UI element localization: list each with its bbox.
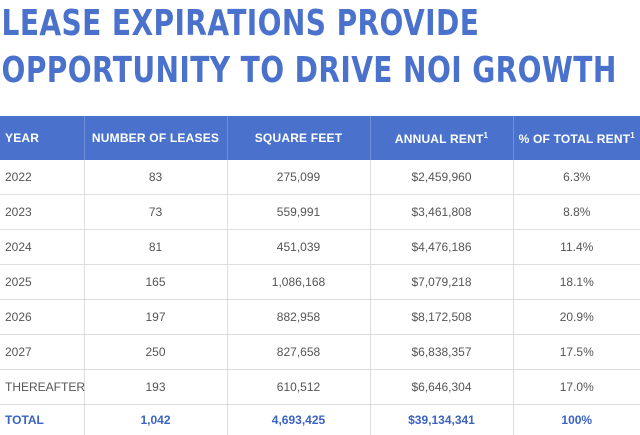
cell-annual-rent: $3,461,808 [370, 195, 513, 230]
cell-square-feet: 1,086,168 [227, 265, 370, 300]
cell-percent-of-total-rent: 20.9% [513, 300, 640, 335]
cell-percent-of-total-rent: 18.1% [513, 265, 640, 300]
footnote-marker: 1 [484, 131, 489, 140]
cell-square-feet: 882,958 [227, 300, 370, 335]
header-number-of-leases: NUMBER OF LEASES [84, 116, 227, 160]
cell-annual-rent: $6,646,304 [370, 370, 513, 405]
footnote-marker: 1 [630, 131, 635, 140]
cell-percent-of-total-rent: 8.8% [513, 195, 640, 230]
cell-number-of-leases: 250 [84, 335, 227, 370]
cell-percent-of-total-rent: 17.0% [513, 370, 640, 405]
cell-percent-of-total-rent: 11.4% [513, 230, 640, 265]
lease-expirations-table: YEAR NUMBER OF LEASES SQUARE FEET ANNUAL… [0, 116, 640, 435]
cell-square-feet: 451,039 [227, 230, 370, 265]
title-line-2: OPPORTUNITY TO DRIVE NOI GROWTH [0, 47, 499, 94]
cell-year: 2025 [0, 265, 84, 300]
header-percent-of-total-rent: % OF TOTAL RENT1 [513, 116, 640, 160]
cell-annual-rent: $6,838,357 [370, 335, 513, 370]
header-annual-rent: ANNUAL RENT1 [370, 116, 513, 160]
cell-square-feet: 610,512 [227, 370, 370, 405]
cell-number-of-leases: 197 [84, 300, 227, 335]
cell-number-of-leases: 81 [84, 230, 227, 265]
cell-square-feet: 827,658 [227, 335, 370, 370]
header-year: YEAR [0, 116, 84, 160]
cell-year: 2023 [0, 195, 84, 230]
cell-year: 2022 [0, 160, 84, 195]
cell-number-of-leases: 193 [84, 370, 227, 405]
cell-number-of-leases: 73 [84, 195, 227, 230]
cell-square-feet: 559,991 [227, 195, 370, 230]
cell-square-feet: 275,099 [227, 160, 370, 195]
title-line-1: LEASE EXPIRATIONS PROVIDE [0, 0, 499, 47]
page-title: LEASE EXPIRATIONS PROVIDE OPPORTUNITY TO… [0, 0, 640, 94]
total-cell-square-feet: 4,693,425 [227, 405, 370, 435]
header-square-feet: SQUARE FEET [227, 116, 370, 160]
cell-number-of-leases: 165 [84, 265, 227, 300]
total-cell-percent-of-total-rent: 100% [513, 405, 640, 435]
cell-percent-of-total-rent: 17.5% [513, 335, 640, 370]
cell-annual-rent: $2,459,960 [370, 160, 513, 195]
cell-percent-of-total-rent: 6.3% [513, 160, 640, 195]
cell-annual-rent: $7,079,218 [370, 265, 513, 300]
total-cell-number-of-leases: 1,042 [84, 405, 227, 435]
total-cell-annual-rent: $39,134,341 [370, 405, 513, 435]
total-cell-year: TOTAL [0, 405, 84, 435]
cell-annual-rent: $8,172,508 [370, 300, 513, 335]
cell-year: 2024 [0, 230, 84, 265]
cell-year: 2026 [0, 300, 84, 335]
cell-year: THEREAFTER [0, 370, 84, 405]
table-header-row: YEAR NUMBER OF LEASES SQUARE FEET ANNUAL… [0, 116, 640, 160]
cell-year: 2027 [0, 335, 84, 370]
cell-number-of-leases: 83 [84, 160, 227, 195]
cell-annual-rent: $4,476,186 [370, 230, 513, 265]
